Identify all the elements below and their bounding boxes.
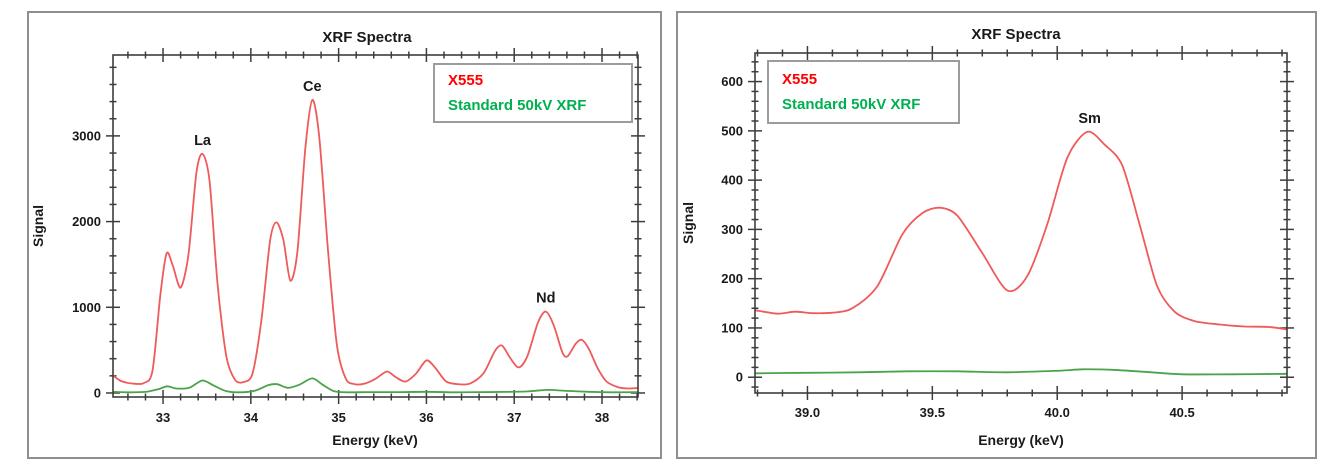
peak-label-la: La [194, 133, 212, 149]
legend-label: Standard 50kV XRF [448, 96, 587, 114]
legend-box: X555 Standard 50kV XRF [433, 63, 633, 123]
legend-item-standard: Standard 50kV XRF [448, 94, 631, 117]
plot-area: 39.0 39.5 40.0 40.5 0 100 200 300 400 500 600 Sm [676, 11, 1317, 459]
panel-border [27, 11, 662, 459]
legend-label: Standard 50kV XRF [782, 95, 921, 113]
left-chart-panel: XRF Spectra Energy (keV) Signal 33 34 35 36… [27, 11, 662, 459]
series-standard-50kv-xrf-curve [755, 368, 1287, 376]
x-tick-label: 40.0 [1045, 405, 1070, 420]
peak-label-ce: Ce [303, 79, 322, 95]
y-tick-label: 2000 [72, 214, 101, 229]
chart-title: XRF Spectra [971, 26, 1061, 43]
y-tick-label: 600 [721, 74, 743, 89]
y-tick-label: 1000 [72, 300, 101, 315]
x-tick-label: 35 [331, 410, 345, 425]
x-tick-label: 39.5 [920, 405, 945, 420]
series-x555-curve [755, 130, 1287, 331]
legend-item-standard: Standard 50kV XRF [782, 93, 958, 116]
right-chart: XRF Spectra Energy (keV) Signal 39.0 39.5… [676, 11, 1317, 459]
peak-label-nd: Nd [536, 291, 555, 307]
left-chart: XRF Spectra Energy (keV) Signal 33 34 35 36… [27, 11, 662, 459]
y-tick-label: 3000 [72, 128, 101, 143]
x-axis-label: Energy (keV) [332, 432, 418, 448]
series-x555-curve [113, 98, 638, 390]
y-tick-label: 400 [721, 173, 743, 188]
x-tick-label: 40.5 [1169, 405, 1194, 420]
legend-label: X555 [448, 72, 484, 90]
legend-item-x555: X555 [448, 69, 631, 92]
legend-item-x555: X555 [782, 68, 958, 91]
legend-box: X555 Standard 50kV XRF [767, 60, 960, 124]
y-axis-label: Signal [30, 205, 46, 247]
y-tick-label: 0 [736, 370, 743, 385]
panel-border [676, 11, 1317, 459]
x-tick-label: 33 [156, 410, 170, 425]
x-axis-label: Energy (keV) [978, 432, 1064, 448]
plot-area: 33 34 35 36 37 38 0 1000 2000 3000 La Ce Nd [27, 11, 662, 459]
x-tick-label: 38 [595, 410, 609, 425]
right-chart-panel: XRF Spectra Energy (keV) Signal 39.0 39.5… [676, 11, 1317, 459]
y-tick-label: 200 [721, 271, 743, 286]
peak-label-sm: Sm [1078, 111, 1101, 127]
chart-title: XRF Spectra [322, 29, 412, 46]
y-tick-label: 100 [721, 320, 743, 335]
x-tick-label: 39.0 [795, 405, 820, 420]
plot-frame [112, 54, 639, 398]
series-standard-50kv-xrf-curve [113, 377, 638, 394]
y-tick-label: 300 [721, 222, 743, 237]
y-tick-label: 0 [94, 385, 101, 400]
x-tick-label: 37 [507, 410, 521, 425]
x-tick-label: 36 [419, 410, 433, 425]
y-tick-label: 500 [721, 123, 743, 138]
plot-frame [754, 52, 1288, 394]
x-tick-label: 34 [244, 410, 259, 425]
y-axis-label: Signal [680, 202, 696, 244]
legend-label: X555 [782, 71, 818, 89]
